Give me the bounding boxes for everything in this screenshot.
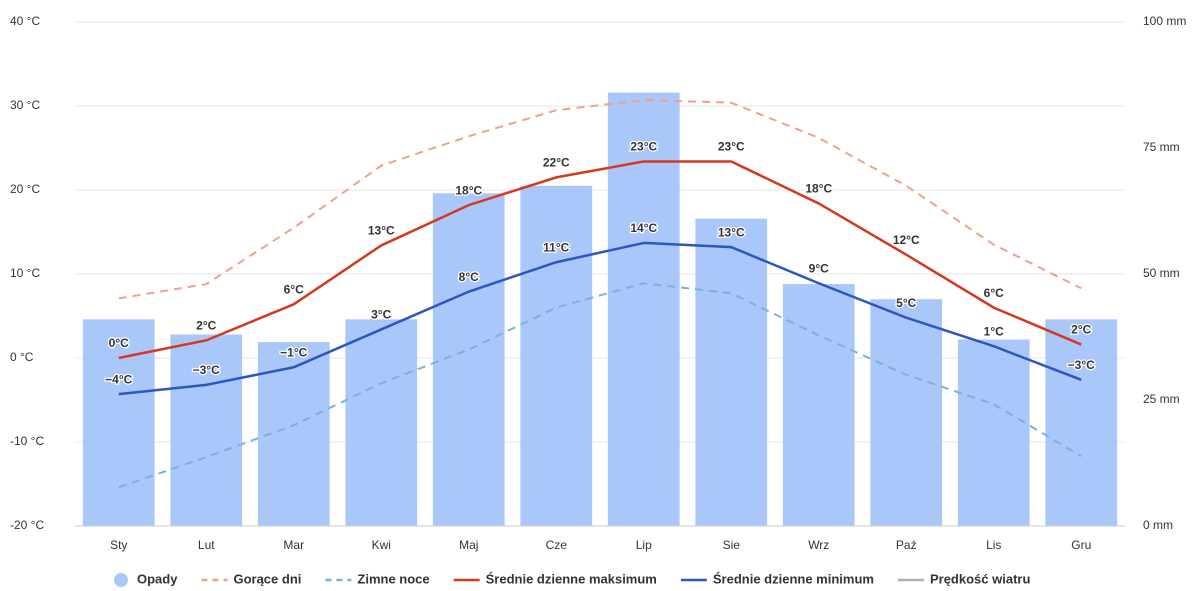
y-tick-label: -10 °C bbox=[10, 434, 44, 448]
data-label: 14°C bbox=[630, 221, 657, 235]
bar bbox=[82, 319, 155, 526]
y-tick-label: 30 °C bbox=[10, 98, 40, 112]
data-label: 3°C bbox=[371, 308, 391, 322]
line bbox=[118, 160, 1082, 360]
x-tick-label: Lut bbox=[198, 538, 215, 552]
x-tick-label: Paź bbox=[896, 538, 917, 552]
x-tick-label: Kwi bbox=[372, 538, 391, 552]
legend-label: Średnie dzienne minimum bbox=[713, 571, 874, 586]
x-tick-label: Wrz bbox=[808, 538, 829, 552]
data-label: −1°C bbox=[280, 345, 307, 359]
y2-tick-label: 100 mm bbox=[1143, 14, 1186, 28]
y-tick-label: -20 °C bbox=[10, 518, 44, 532]
data-label: 22°C bbox=[543, 156, 570, 170]
data-label: 9°C bbox=[809, 261, 829, 275]
data-label: −3°C bbox=[1068, 358, 1095, 372]
data-label: 23°C bbox=[630, 140, 657, 154]
x-tick-label: Cze bbox=[546, 538, 568, 552]
data-label: 6°C bbox=[984, 286, 1004, 300]
x-tick-label: Sie bbox=[723, 538, 741, 552]
bar bbox=[957, 339, 1030, 526]
x-tick-label: Sty bbox=[110, 538, 127, 552]
data-label: 13°C bbox=[368, 224, 395, 238]
y-tick-label: 40 °C bbox=[10, 14, 40, 28]
data-label: 2°C bbox=[196, 319, 216, 333]
bar bbox=[782, 284, 855, 526]
x-tick-label: Lis bbox=[986, 538, 1001, 552]
legend-label: Prędkość wiatru bbox=[930, 571, 1030, 586]
legend-item: Prędkość wiatru bbox=[897, 571, 1030, 586]
x-tick-label: Lip bbox=[636, 538, 652, 552]
legend-item: Średnie dzienne maksimum bbox=[453, 571, 657, 586]
bar bbox=[607, 92, 680, 526]
dashed-line bbox=[118, 282, 1082, 489]
data-label: 18°C bbox=[805, 182, 832, 196]
data-label: 5°C bbox=[896, 296, 916, 310]
legend-label: Zimne noce bbox=[357, 571, 429, 586]
legend-item: Zimne noce bbox=[325, 571, 430, 586]
y2-tick-label: 25 mm bbox=[1143, 392, 1180, 406]
data-label: 12°C bbox=[893, 233, 920, 247]
y-tick-label: 10 °C bbox=[10, 266, 40, 280]
data-label: 6°C bbox=[284, 282, 304, 296]
data-label: 2°C bbox=[1071, 323, 1091, 337]
data-label: 18°C bbox=[455, 183, 482, 197]
data-label: 11°C bbox=[543, 240, 569, 254]
bar bbox=[695, 218, 768, 526]
legend-symbol bbox=[114, 573, 128, 587]
legend-item: Gorące dni bbox=[201, 571, 301, 586]
data-label: −3°C bbox=[193, 363, 220, 377]
data-label: 8°C bbox=[459, 270, 479, 284]
legend-label: Opady bbox=[137, 571, 178, 586]
y2-tick-label: 0 mm bbox=[1143, 518, 1173, 532]
y2-tick-label: 75 mm bbox=[1143, 140, 1180, 154]
x-tick-label: Mar bbox=[283, 538, 304, 552]
data-label: 0°C bbox=[109, 336, 129, 350]
bar bbox=[170, 334, 243, 526]
line bbox=[118, 241, 1082, 396]
bar bbox=[345, 319, 418, 526]
bar bbox=[870, 299, 943, 526]
legend-label: Gorące dni bbox=[233, 571, 301, 586]
data-label: 13°C bbox=[718, 225, 745, 239]
legend-item: Opady bbox=[114, 571, 178, 587]
y2-tick-label: 50 mm bbox=[1143, 266, 1180, 280]
bar bbox=[520, 185, 593, 527]
dashed-line bbox=[118, 99, 1082, 300]
x-tick-label: Gru bbox=[1071, 538, 1091, 552]
bar bbox=[1045, 319, 1118, 526]
data-label: 23°C bbox=[718, 140, 745, 154]
bar bbox=[432, 193, 505, 527]
data-label: −4°C bbox=[105, 372, 132, 386]
y-tick-label: 20 °C bbox=[10, 182, 40, 196]
y-tick-label: 0 °C bbox=[10, 350, 34, 364]
legend-item: Średnie dzienne minimum bbox=[680, 571, 874, 586]
data-label: 1°C bbox=[984, 324, 1004, 338]
x-tick-label: Maj bbox=[459, 538, 478, 552]
legend-label: Średnie dzienne maksimum bbox=[486, 571, 657, 586]
